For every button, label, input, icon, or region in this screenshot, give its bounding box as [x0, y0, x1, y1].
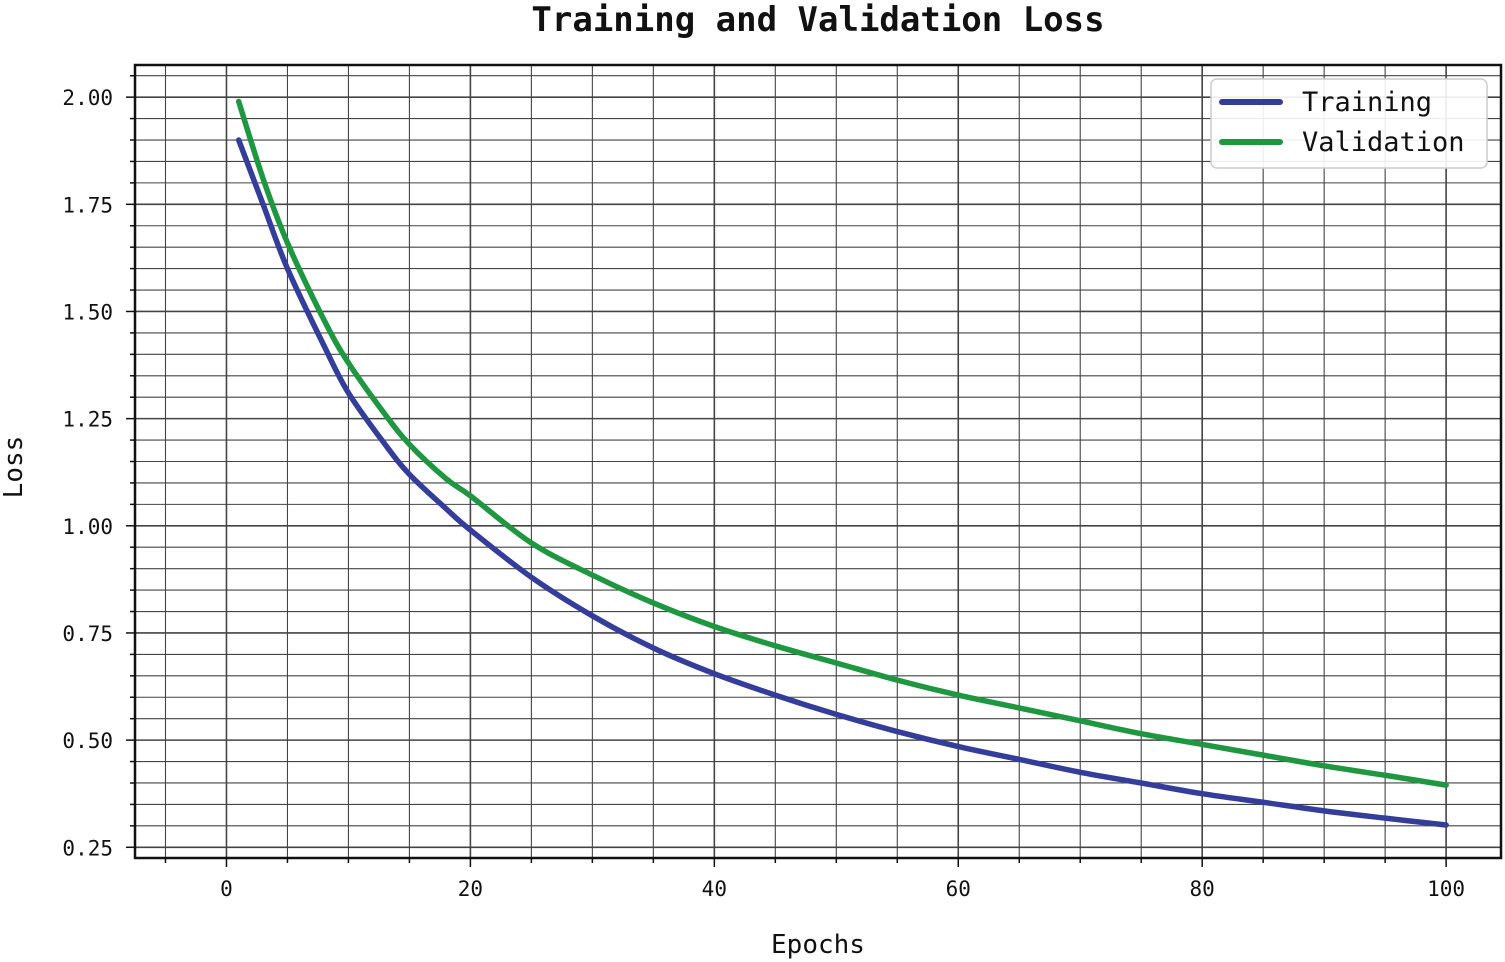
x-tick-label: 0 — [220, 877, 233, 901]
plot-area-frame — [133, 63, 1503, 860]
x-axis-label: Epochs — [771, 930, 865, 960]
legend: Training Validation — [1210, 78, 1488, 169]
y-axis-label: Loss — [0, 436, 29, 499]
series-line-training — [235, 137, 1449, 828]
grid — [135, 65, 1501, 858]
y-tick-label: 2.00 — [62, 86, 113, 110]
chart-title: Training and Validation Loss — [531, 0, 1104, 40]
y-tick-label: 1.00 — [62, 515, 113, 539]
x-tick-label: 20 — [458, 877, 483, 901]
series-line-validation — [235, 98, 1449, 788]
y-tick-label: 1.75 — [62, 193, 113, 217]
x-tick-label: 80 — [1190, 877, 1215, 901]
series-lines — [235, 98, 1449, 828]
y-tick-label: 0.75 — [62, 622, 113, 646]
axis-ticks: 0 20 40 60 80 100 0.25 0.50 0.75 1.00 1.25 1.50 1.75… — [62, 74, 1465, 901]
x-tick-label: 60 — [946, 877, 971, 901]
y-tick-label: 0.50 — [62, 729, 113, 753]
y-tick-label: 1.25 — [62, 408, 113, 432]
x-tick-label: 40 — [702, 877, 727, 901]
y-tick-label: 0.25 — [62, 836, 113, 860]
legend-label-training: Training — [1302, 87, 1432, 118]
y-tick-label: 1.50 — [62, 300, 113, 324]
legend-label-validation: Validation — [1302, 127, 1465, 158]
x-tick-label: 100 — [1427, 877, 1465, 901]
